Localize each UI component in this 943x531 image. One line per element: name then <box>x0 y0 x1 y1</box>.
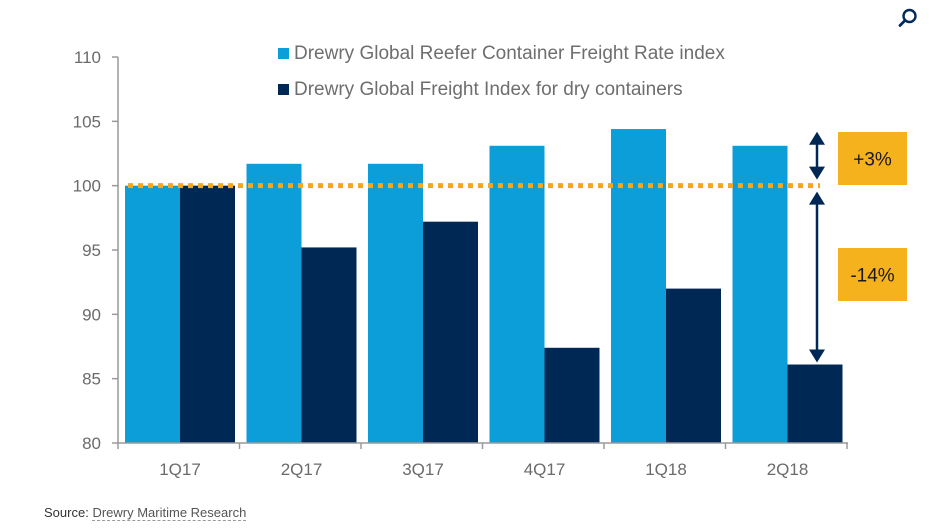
x-tick-label: 2Q17 <box>281 460 323 479</box>
x-tick-label: 4Q17 <box>524 460 566 479</box>
callout-label: -14% <box>850 266 894 287</box>
y-tick-label: 110 <box>74 48 101 67</box>
y-tick-label: 80 <box>82 434 101 453</box>
bar-reefer <box>489 145 545 443</box>
y-tick-label: 90 <box>82 305 101 324</box>
callout-label: +3% <box>853 150 892 171</box>
y-tick-label: 100 <box>73 177 101 196</box>
bar-dry <box>787 364 843 443</box>
x-tick-label: 1Q18 <box>645 460 687 479</box>
legend-swatch <box>278 48 289 59</box>
bar-reefer <box>368 163 423 443</box>
bar-reefer <box>732 145 788 443</box>
x-tick-label: 3Q17 <box>402 460 444 479</box>
bar-dry <box>423 221 478 443</box>
bar-reefer <box>611 129 666 443</box>
legend-swatch <box>278 84 289 95</box>
search-button[interactable] <box>886 0 930 36</box>
bar-reefer <box>246 163 302 443</box>
arrowhead-up <box>809 131 825 145</box>
bar-dry <box>666 288 721 443</box>
bar-dry <box>180 185 235 443</box>
bar-dry <box>301 247 357 443</box>
bars-layer <box>125 129 843 443</box>
x-tick-label: 2Q18 <box>767 460 809 479</box>
annotations-layer: +3% -14% <box>809 131 907 363</box>
search-icon <box>898 8 917 27</box>
y-tick-label: 105 <box>73 112 101 131</box>
arrowhead-up <box>809 191 825 205</box>
y-tick-label: 95 <box>82 241 101 260</box>
bar-dry <box>544 347 600 443</box>
legend: Drewry Global Reefer Container Freight R… <box>278 43 725 100</box>
axes-layer: 80 85 90 95 100 105 110 1Q17 2Q17 3Q17 4Q17 1Q18 2Q1… <box>73 48 848 479</box>
callout-box <box>838 248 907 301</box>
source-link[interactable]: Drewry Maritime Research <box>92 505 247 521</box>
legend-label: Drewry Global Freight Index for dry cont… <box>294 79 683 100</box>
legend-label: Drewry Global Reefer Container Freight R… <box>294 43 725 64</box>
x-tick-label: 1Q17 <box>159 460 201 479</box>
arrowhead-down <box>809 166 825 180</box>
callout-box <box>838 132 907 185</box>
source-label: Source: <box>44 505 89 520</box>
bar-reefer <box>125 185 180 443</box>
arrowhead-down <box>809 349 825 363</box>
y-tick-label: 85 <box>82 370 101 389</box>
source-note: Source: Drewry Maritime Research <box>44 505 247 521</box>
